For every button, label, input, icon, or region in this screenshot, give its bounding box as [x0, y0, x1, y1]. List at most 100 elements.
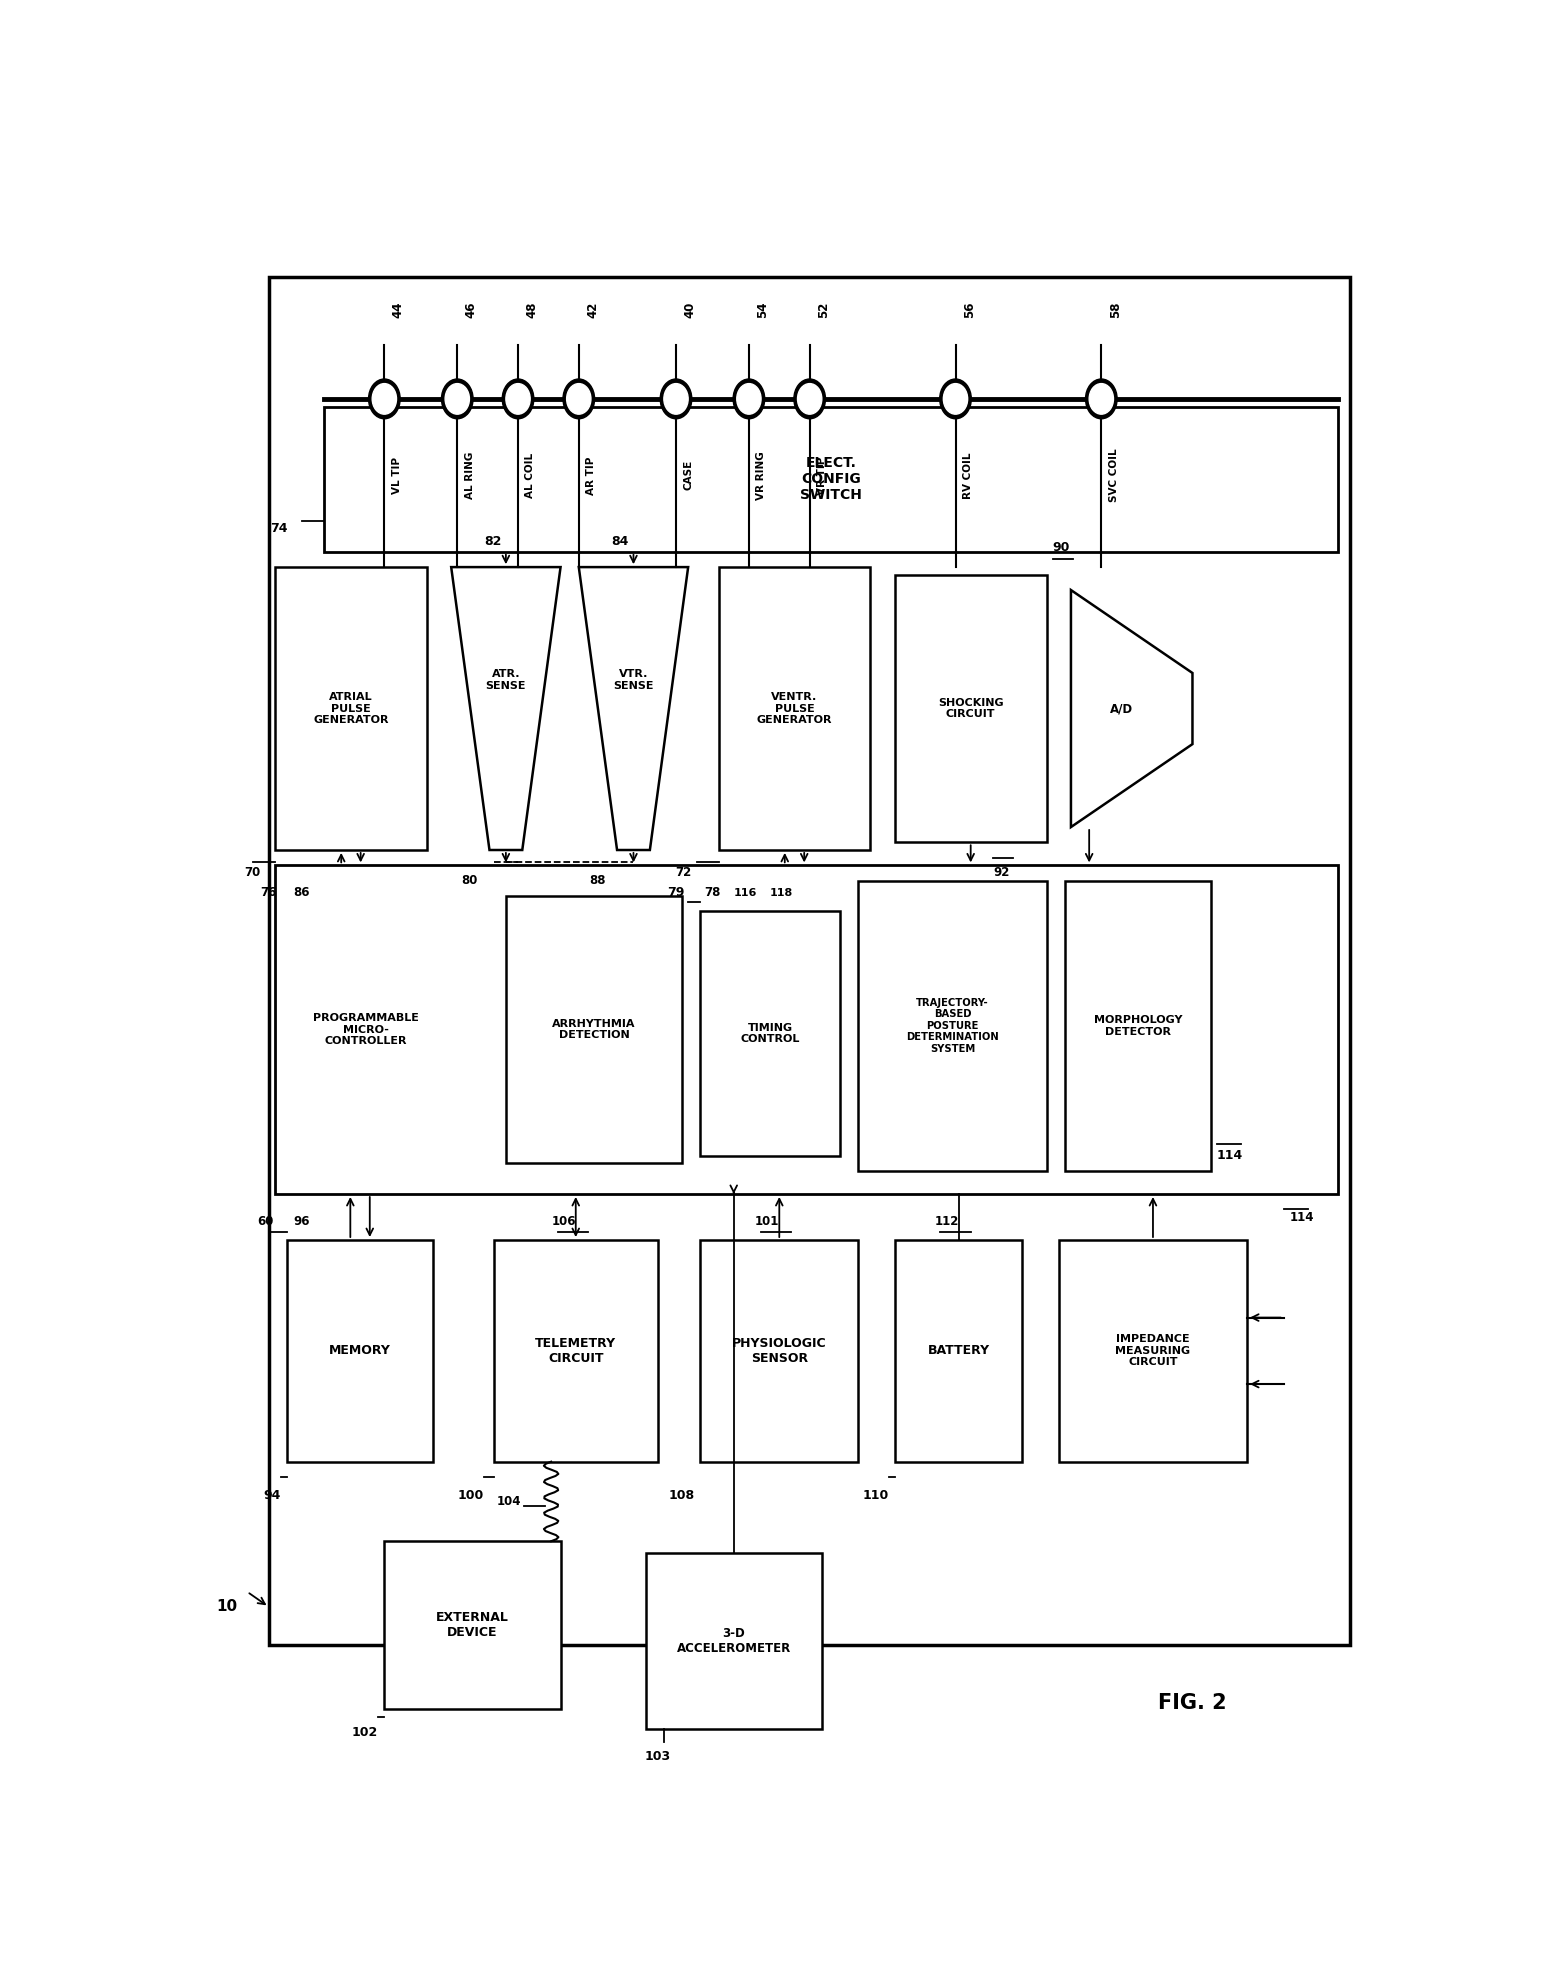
Text: IMPEDANCE
MEASURING
CIRCUIT: IMPEDANCE MEASURING CIRCUIT	[1115, 1335, 1190, 1368]
Text: 74: 74	[270, 522, 287, 536]
Text: PROGRAMMABLE
MICRO-
CONTROLLER: PROGRAMMABLE MICRO- CONTROLLER	[314, 1013, 419, 1047]
Circle shape	[798, 383, 822, 415]
Text: 42: 42	[586, 302, 599, 318]
Circle shape	[506, 383, 530, 415]
Text: 106: 106	[552, 1215, 575, 1227]
Text: SHOCKING
CIRCUIT: SHOCKING CIRCUIT	[938, 697, 1004, 719]
Text: TRAJECTORY-
BASED
POSTURE
DETERMINATION
SYSTEM: TRAJECTORY- BASED POSTURE DETERMINATION …	[906, 997, 999, 1055]
Bar	[274, 568, 426, 850]
Text: 84: 84	[612, 534, 629, 548]
Text: 82: 82	[485, 534, 502, 548]
Polygon shape	[1071, 590, 1192, 826]
Bar	[858, 880, 1047, 1172]
Circle shape	[566, 383, 591, 415]
Bar	[701, 1239, 858, 1462]
Text: 110: 110	[862, 1490, 889, 1501]
Text: 118: 118	[770, 888, 793, 898]
Text: 94: 94	[263, 1490, 281, 1501]
Circle shape	[563, 379, 594, 419]
Text: PHYSIOLOGIC
SENSOR: PHYSIOLOGIC SENSOR	[732, 1337, 826, 1364]
Circle shape	[368, 379, 400, 419]
Text: CASE: CASE	[684, 461, 693, 491]
Bar	[384, 1541, 560, 1710]
Text: TIMING
CONTROL: TIMING CONTROL	[740, 1023, 800, 1045]
Circle shape	[734, 379, 765, 419]
Text: BATTERY: BATTERY	[928, 1345, 989, 1356]
Polygon shape	[579, 568, 688, 850]
Text: MEMORY: MEMORY	[329, 1345, 390, 1356]
Circle shape	[502, 379, 533, 419]
Circle shape	[737, 383, 760, 415]
Text: ATRIAL
PULSE
GENERATOR: ATRIAL PULSE GENERATOR	[314, 691, 389, 725]
Text: FIG. 2: FIG. 2	[1159, 1694, 1226, 1714]
Bar	[323, 407, 1338, 552]
Text: AL COIL: AL COIL	[525, 453, 535, 498]
Text: 60: 60	[257, 1215, 273, 1227]
Text: ATR.
SENSE: ATR. SENSE	[486, 669, 527, 691]
Text: 48: 48	[525, 302, 538, 318]
Text: TELEMETRY
CIRCUIT: TELEMETRY CIRCUIT	[535, 1337, 616, 1364]
Circle shape	[442, 379, 474, 419]
Text: 114: 114	[1289, 1211, 1314, 1223]
Text: 101: 101	[754, 1215, 779, 1227]
Circle shape	[1090, 383, 1113, 415]
Bar	[287, 1239, 433, 1462]
Text: 46: 46	[464, 302, 478, 318]
Circle shape	[445, 383, 469, 415]
Text: 79: 79	[668, 886, 685, 900]
Text: 114: 114	[1217, 1150, 1243, 1162]
Text: 108: 108	[668, 1490, 695, 1501]
Text: 10: 10	[216, 1599, 237, 1615]
Bar	[494, 1239, 659, 1462]
Bar	[895, 1239, 1022, 1462]
Circle shape	[660, 379, 691, 419]
Text: RV COIL: RV COIL	[963, 453, 972, 498]
Text: 76: 76	[260, 886, 278, 900]
Text: 56: 56	[963, 302, 975, 318]
Bar	[270, 276, 1350, 1644]
Bar	[506, 896, 682, 1164]
Text: 70: 70	[245, 866, 260, 880]
Text: A/D: A/D	[1110, 703, 1134, 715]
Text: 96: 96	[293, 1215, 310, 1227]
Text: AR TIP: AR TIP	[586, 457, 596, 495]
Text: 90: 90	[1052, 540, 1069, 554]
Text: SVC COIL: SVC COIL	[1109, 449, 1118, 502]
Text: 100: 100	[458, 1490, 485, 1501]
Text: 112: 112	[935, 1215, 958, 1227]
Text: EXTERNAL
DEVICE: EXTERNAL DEVICE	[436, 1611, 510, 1638]
Text: 78: 78	[704, 886, 721, 900]
Circle shape	[793, 379, 825, 419]
Bar	[895, 574, 1047, 842]
Bar	[718, 568, 870, 850]
Text: ARRHYTHMIA
DETECTION: ARRHYTHMIA DETECTION	[552, 1019, 635, 1041]
Bar	[1065, 880, 1210, 1172]
Text: 80: 80	[461, 874, 478, 888]
Text: 72: 72	[676, 866, 691, 880]
Bar	[1058, 1239, 1247, 1462]
Circle shape	[944, 383, 967, 415]
Text: 40: 40	[684, 302, 696, 318]
Text: 3-D
ACCELEROMETER: 3-D ACCELEROMETER	[677, 1627, 790, 1656]
Text: 88: 88	[588, 874, 605, 888]
Text: VTR.
SENSE: VTR. SENSE	[613, 669, 654, 691]
Text: 52: 52	[817, 302, 829, 318]
Text: VENTR.
PULSE
GENERATOR: VENTR. PULSE GENERATOR	[757, 691, 833, 725]
Text: VR TIP: VR TIP	[817, 457, 826, 495]
Text: 86: 86	[293, 886, 310, 900]
Text: MORPHOLOGY
DETECTOR: MORPHOLOGY DETECTOR	[1093, 1015, 1182, 1037]
Circle shape	[939, 379, 971, 419]
Bar	[701, 912, 840, 1156]
Bar	[274, 866, 1338, 1194]
Text: 58: 58	[1109, 302, 1121, 318]
Text: 44: 44	[392, 302, 405, 318]
Text: VR RING: VR RING	[756, 451, 767, 500]
Text: ELECT.
CONFIG
SWITCH: ELECT. CONFIG SWITCH	[800, 457, 862, 502]
Text: 102: 102	[353, 1726, 378, 1740]
Circle shape	[1085, 379, 1116, 419]
Polygon shape	[452, 568, 560, 850]
Text: AL RING: AL RING	[464, 451, 475, 498]
Text: VL TIP: VL TIP	[392, 457, 401, 495]
Text: 54: 54	[756, 302, 770, 318]
Text: 116: 116	[734, 888, 757, 898]
